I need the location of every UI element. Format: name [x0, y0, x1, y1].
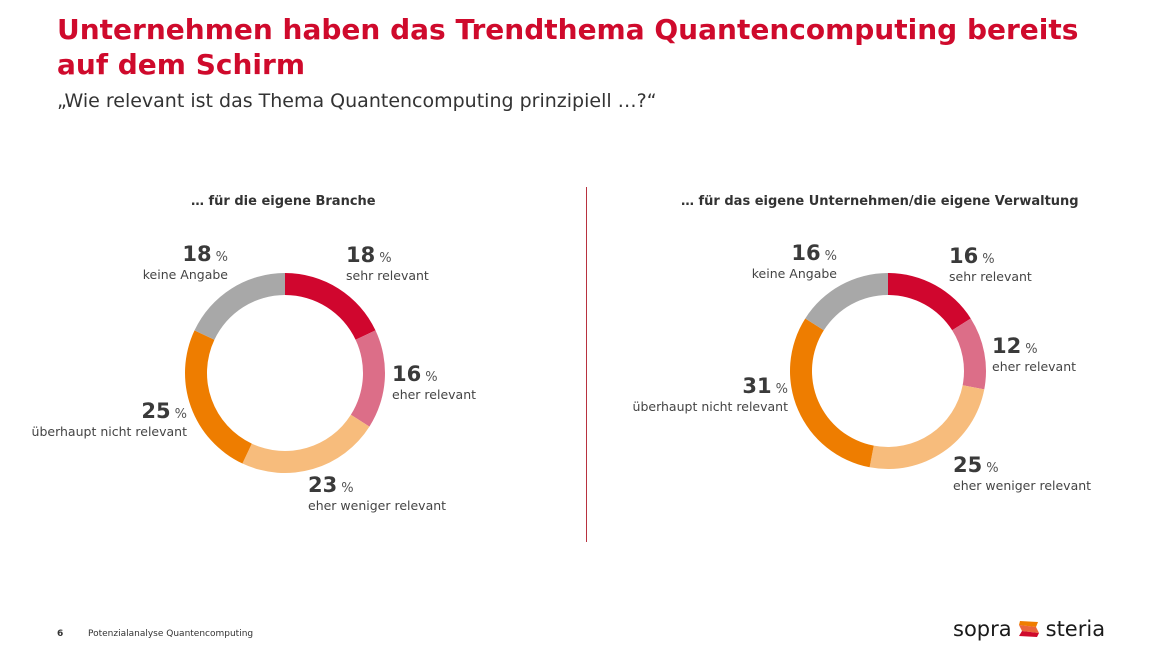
label-eher-weniger-relevant-2: 25% eher weniger relevant — [953, 453, 1092, 494]
donut-slice-eher-weniger-relevant — [242, 414, 370, 473]
donut-slice-keine-angabe — [805, 273, 888, 331]
label-eher-relevant: 16% eher relevant — [392, 362, 477, 403]
label-sehr-relevant-2: 16% sehr relevant — [949, 244, 1032, 285]
donut-chart-unternehmen — [790, 273, 986, 469]
label-ueberhaupt-nicht-relevant-2: 31% überhaupt nicht relevant — [632, 374, 788, 415]
label-keine-angabe-2: 16% keine Angabe — [751, 241, 837, 282]
donut-slice-überhaupt-nicht-relevant — [790, 318, 874, 468]
logo-text-right: steria — [1045, 617, 1106, 641]
donut-slice-eher-relevant — [952, 318, 986, 390]
logo-text-left: sopra — [953, 617, 1012, 641]
donut-slice-keine-angabe — [194, 273, 285, 340]
label-eher-relevant-2: 12% eher relevant — [992, 334, 1077, 375]
donut-chart-branche — [185, 273, 385, 473]
label-eher-weniger-relevant: 23% eher weniger relevant — [308, 473, 447, 514]
label-ueberhaupt-nicht-relevant: 25% überhaupt nicht relevant — [31, 399, 187, 440]
sopra-steria-logo: sopra steria — [953, 617, 1105, 641]
footer-text: Potenzialanalyse Quantencomputing — [88, 629, 254, 639]
slide-title: Unternehmen haben das Trendthema Quanten… — [57, 13, 1079, 81]
donut-slice-sehr-relevant — [888, 273, 971, 331]
label-sehr-relevant: 18% sehr relevant — [346, 243, 429, 284]
page-number: 6 — [57, 629, 64, 639]
donut-slice-sehr-relevant — [285, 273, 376, 340]
donut-slice-eher-weniger-relevant — [869, 385, 985, 469]
logo-s-icon — [1018, 621, 1039, 637]
label-keine-angabe: 18% keine Angabe — [142, 242, 228, 283]
chart-title-unternehmen: … für das eigene Unternehmen/die eigene … — [681, 194, 1079, 209]
chart-title-branche: … für die eigene Branche — [191, 194, 376, 209]
divider — [586, 187, 587, 542]
slide-subtitle: „Wie relevant ist das Thema Quantencompu… — [57, 90, 657, 112]
donut-slice-überhaupt-nicht-relevant — [185, 330, 252, 464]
donut-slice-eher-relevant — [350, 330, 385, 427]
